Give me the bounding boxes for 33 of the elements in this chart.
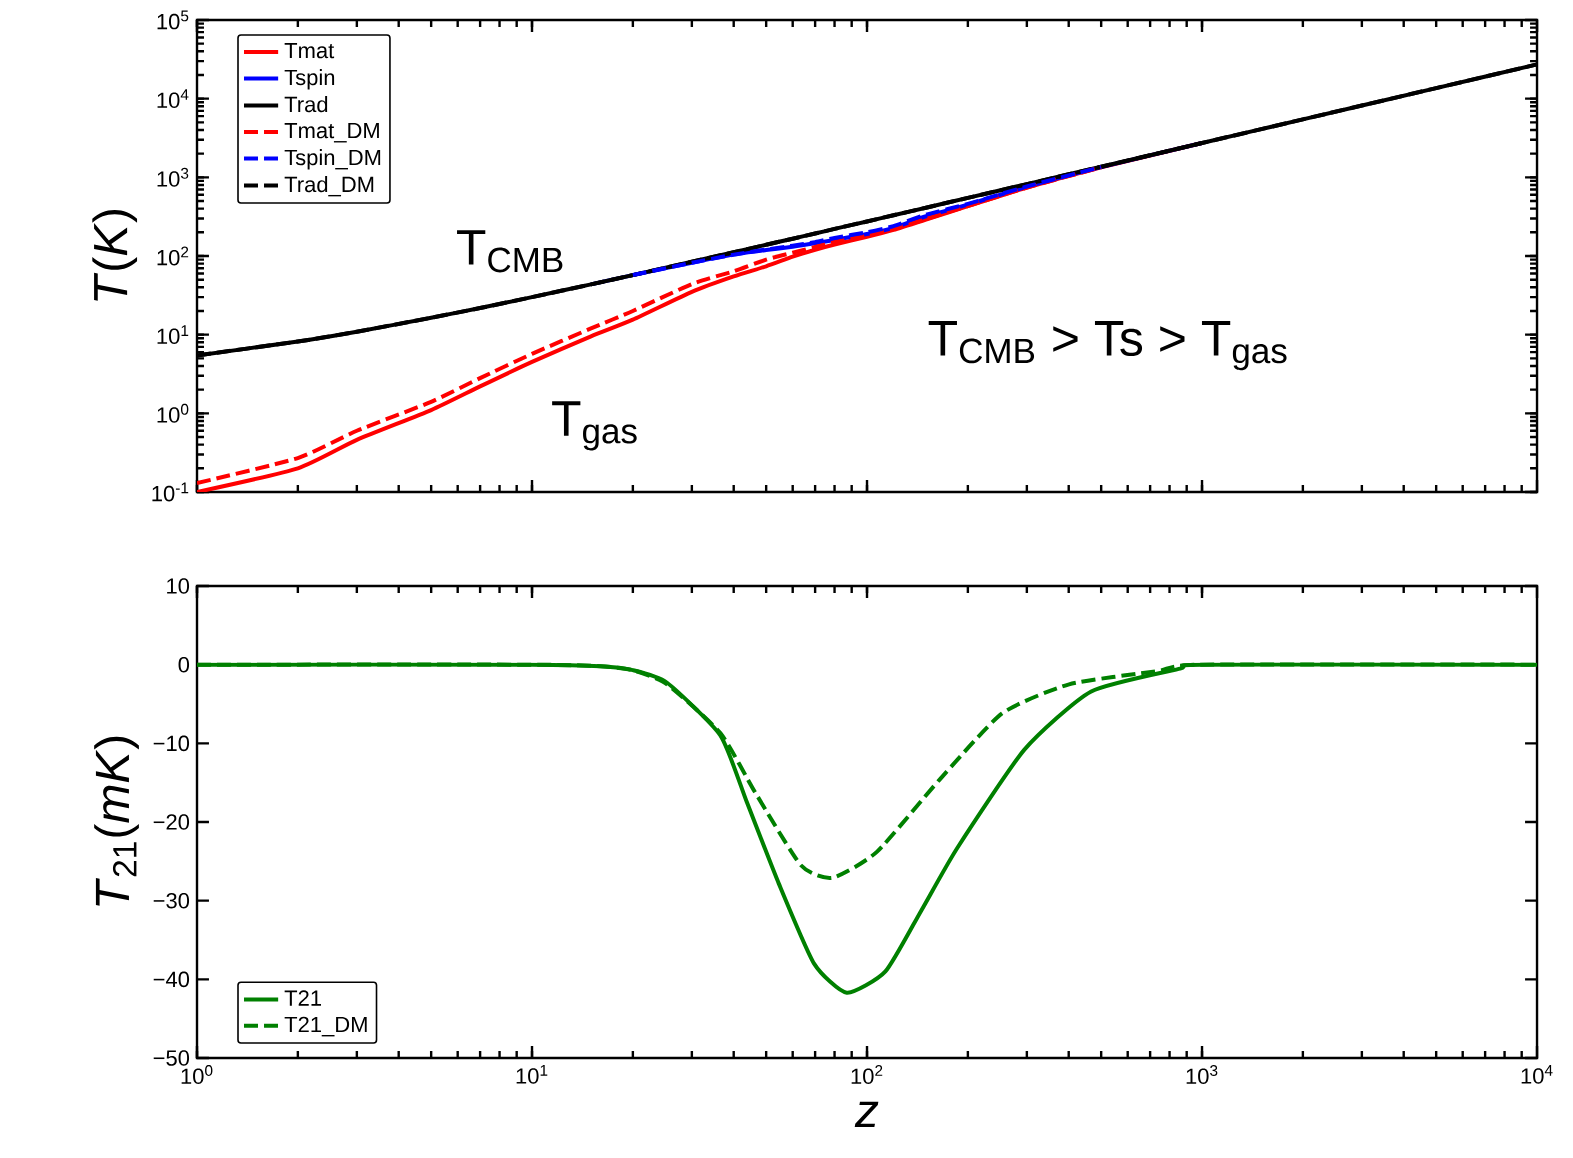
annotation: T$_{CMB}$ > Ts > T$_{gas}$ [928,321,1287,371]
legend-label: Tmat [284,42,335,59]
y-tick-label: −40 [153,971,190,988]
y-tick-label: 10$^{3}$ [157,167,189,187]
annotation: T$_{CMB}$ [457,230,563,273]
y-tick-label: 10 [167,578,190,594]
y-axis-title: T(K) [92,210,138,301]
x-tick-label: 10$^{4}$ [1521,1065,1553,1084]
y-tick-label: 10$^{0}$ [157,403,189,423]
legend-label: Tspin [284,69,335,90]
y-tick-label: −50 [153,1050,190,1066]
y-tick-label: 10$^{2}$ [157,246,189,266]
legend-label: Trad_DM [284,176,374,197]
y-tick-label: −10 [153,735,190,752]
y-tick-label: 0 [178,656,190,673]
legend-label: T21 [284,990,321,1006]
y-tick-label: 10$^{-1}$ [152,482,189,502]
y-tick-label: 10$^{1}$ [157,325,189,345]
legend-label: Trad [284,96,328,113]
legend-label: Tmat_DM [284,122,379,143]
y-tick-label: −20 [153,814,190,830]
legend-label: T21_DM [284,1016,367,1037]
legend-label: Tspin_DM [284,149,381,170]
x-tick-label: 10$^{0}$ [181,1065,213,1084]
y-tick-label: −30 [153,892,190,909]
y-tick-label: 10$^{5}$ [157,10,189,30]
y-tick-label: 10$^{4}$ [157,89,189,109]
x-tick-label: 10$^{3}$ [1186,1065,1218,1084]
y-axis-title: T$_{21}$(mK) [94,736,139,906]
x-axis-title: z [854,1101,879,1128]
x-tick-label: 10$^{2}$ [851,1065,883,1084]
x-tick-label: 10$^{1}$ [516,1065,548,1084]
annotation: T$_{gas}$ [552,401,637,451]
